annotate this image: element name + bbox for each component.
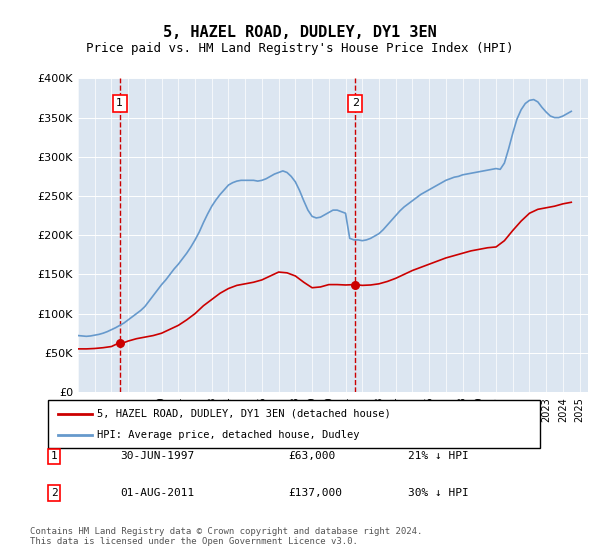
Point <box>350 280 360 289</box>
Text: HPI: Average price, detached house, Dudley: HPI: Average price, detached house, Dudl… <box>97 430 360 440</box>
Text: £137,000: £137,000 <box>288 488 342 498</box>
Text: 30% ↓ HPI: 30% ↓ HPI <box>408 488 469 498</box>
Text: 1: 1 <box>116 99 123 109</box>
Text: 5, HAZEL ROAD, DUDLEY, DY1 3EN: 5, HAZEL ROAD, DUDLEY, DY1 3EN <box>163 25 437 40</box>
Text: 1: 1 <box>50 451 58 461</box>
Text: 01-AUG-2011: 01-AUG-2011 <box>120 488 194 498</box>
Text: 2: 2 <box>352 99 359 109</box>
Point <box>115 338 125 347</box>
Text: 5, HAZEL ROAD, DUDLEY, DY1 3EN (detached house): 5, HAZEL ROAD, DUDLEY, DY1 3EN (detached… <box>97 409 391 419</box>
Text: 2: 2 <box>50 488 58 498</box>
Text: Price paid vs. HM Land Registry's House Price Index (HPI): Price paid vs. HM Land Registry's House … <box>86 42 514 55</box>
Text: £63,000: £63,000 <box>288 451 335 461</box>
Text: 21% ↓ HPI: 21% ↓ HPI <box>408 451 469 461</box>
Text: 30-JUN-1997: 30-JUN-1997 <box>120 451 194 461</box>
Text: Contains HM Land Registry data © Crown copyright and database right 2024.
This d: Contains HM Land Registry data © Crown c… <box>30 526 422 546</box>
